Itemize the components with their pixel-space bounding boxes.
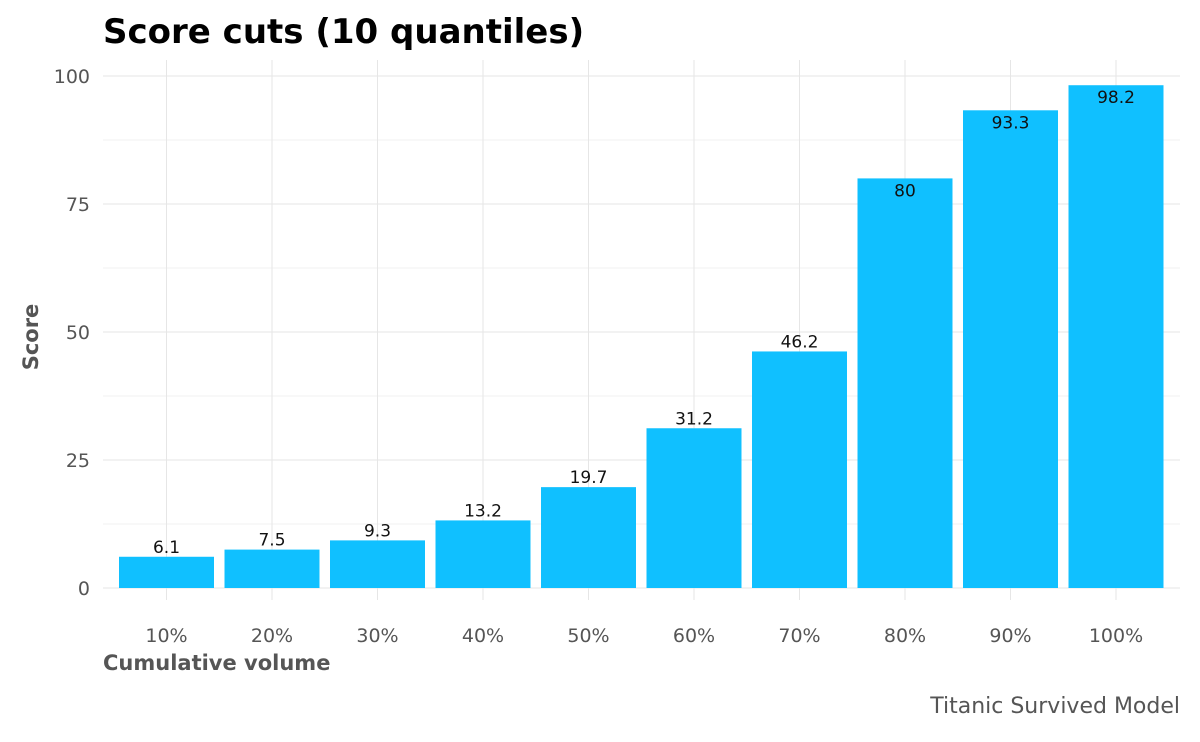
x-tick-label: 10%: [145, 625, 187, 647]
data-label: 7.5: [258, 531, 285, 551]
x-tick-label: 30%: [356, 625, 398, 647]
data-label: 93.3: [992, 113, 1030, 133]
bar: [1068, 85, 1164, 588]
data-label: 19.7: [570, 468, 608, 488]
data-label: 98.2: [1097, 88, 1135, 108]
data-label: 6.1: [153, 538, 180, 558]
x-tick-label: 60%: [673, 625, 715, 647]
bar: [541, 487, 636, 588]
bar: [646, 428, 742, 588]
x-tick-label: 20%: [251, 625, 293, 647]
y-tick-label: 50: [66, 322, 90, 344]
y-tick-label: 75: [66, 194, 90, 216]
x-tick-label: 90%: [989, 625, 1031, 647]
chart-title: Score cuts (10 quantiles): [103, 12, 585, 52]
y-tick-label: 100: [54, 66, 90, 88]
chart-caption: Titanic Survived Model: [930, 694, 1180, 719]
x-tick-label: 70%: [778, 625, 820, 647]
bar: [963, 110, 1058, 588]
data-label: 9.3: [364, 521, 391, 541]
x-axis-title: Cumulative volume: [103, 651, 330, 675]
bar: [857, 178, 953, 588]
y-tick-labels: 0 25 50 75 100: [54, 66, 90, 600]
x-tick-label: 80%: [884, 625, 926, 647]
bars: [119, 85, 1164, 588]
x-tick-label: 50%: [567, 625, 609, 647]
x-tick-labels: 10% 20% 30% 40% 50% 60% 70% 80% 90% 100%: [145, 625, 1143, 647]
bar: [330, 540, 425, 588]
bar: [435, 520, 531, 588]
data-labels: 6.1 7.5 9.3 13.2 19.7 31.2 46.2 80 93.3 98.2: [153, 88, 1135, 558]
data-label: 31.2: [675, 409, 713, 429]
bar: [752, 351, 847, 588]
data-label: 13.2: [464, 501, 502, 521]
y-tick-label: 25: [66, 450, 90, 472]
data-label: 80: [894, 181, 916, 201]
bar: [119, 556, 214, 588]
y-tick-label: 0: [78, 578, 90, 600]
x-tick-label: 100%: [1089, 625, 1143, 647]
x-tick-label: 40%: [462, 625, 504, 647]
y-axis-title: Score: [19, 304, 43, 371]
data-label: 46.2: [781, 332, 819, 352]
bar: [224, 549, 320, 588]
